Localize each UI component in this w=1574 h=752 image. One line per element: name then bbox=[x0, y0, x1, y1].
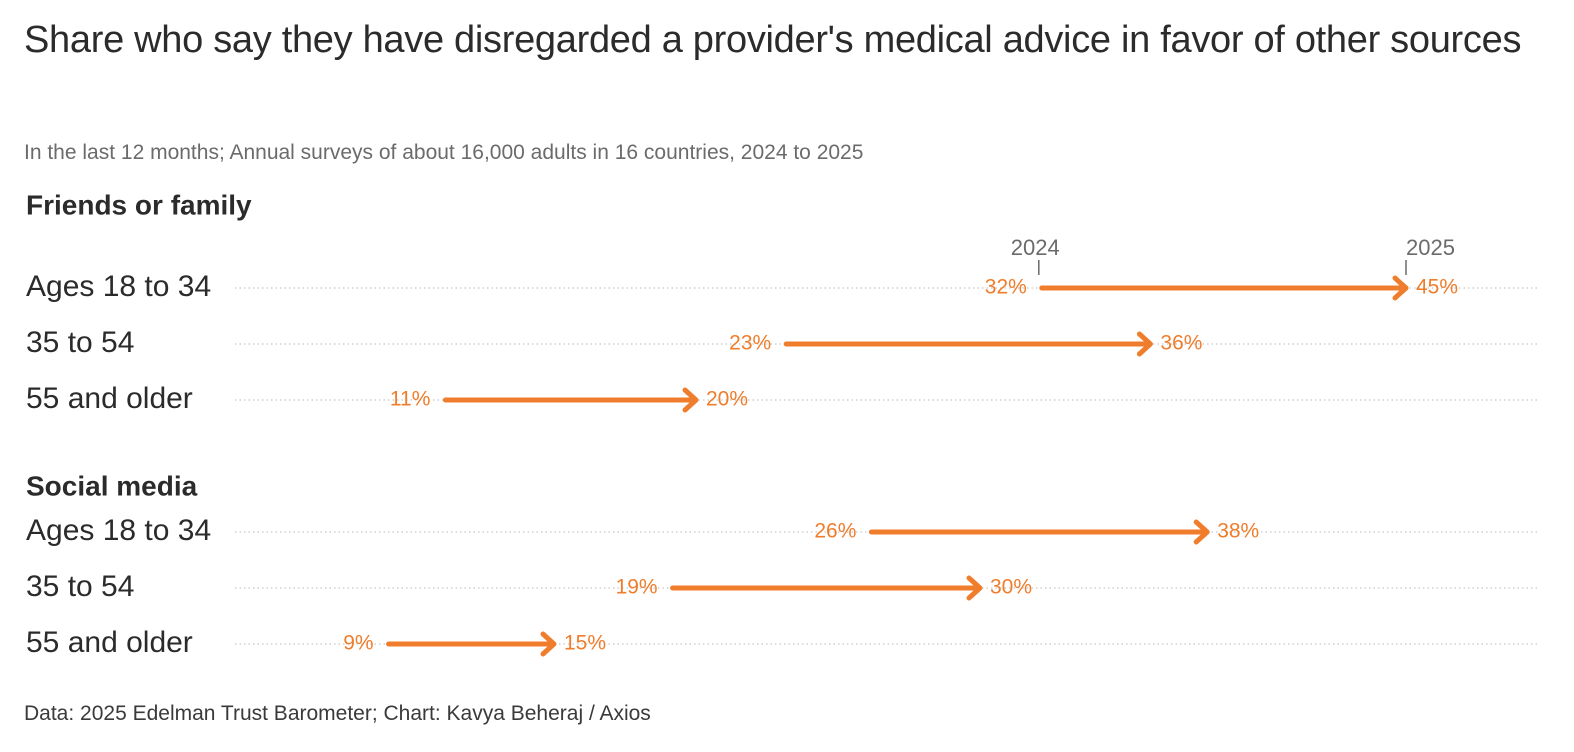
chart-subtitle: In the last 12 months; Annual surveys of… bbox=[24, 141, 864, 164]
change-arrow-head bbox=[1136, 331, 1153, 357]
start-value-label: 26% bbox=[814, 520, 856, 543]
start-value-label: 19% bbox=[616, 576, 658, 599]
row-label: 35 to 54 bbox=[26, 326, 134, 359]
start-year-label: 2024 bbox=[1011, 235, 1060, 260]
row-label: 55 and older bbox=[26, 626, 193, 659]
change-arrow-head bbox=[540, 631, 557, 657]
change-arrow-head bbox=[1392, 275, 1409, 301]
row-label: 55 and older bbox=[26, 382, 193, 415]
end-value-label: 30% bbox=[990, 576, 1032, 599]
row-label: Ages 18 to 34 bbox=[26, 514, 211, 547]
panel-title: Friends or family bbox=[26, 189, 252, 220]
change-arrow-head bbox=[1193, 519, 1210, 545]
change-arrow-head bbox=[682, 387, 699, 413]
end-value-label: 45% bbox=[1416, 276, 1458, 299]
start-value-label: 11% bbox=[390, 388, 430, 411]
end-value-label: 15% bbox=[564, 632, 606, 655]
source-credit: Data: 2025 Edelman Trust Barometer; Char… bbox=[24, 702, 651, 725]
row-label: 35 to 54 bbox=[26, 570, 134, 603]
panel-title: Social media bbox=[26, 470, 198, 501]
end-value-label: 36% bbox=[1160, 332, 1202, 355]
chart-title: Share who say they have disregarded a pr… bbox=[24, 19, 1522, 61]
end-value-label: 20% bbox=[706, 388, 748, 411]
start-value-label: 23% bbox=[729, 332, 771, 355]
start-value-label: 32% bbox=[985, 276, 1027, 299]
end-year-label: 2025 bbox=[1406, 235, 1455, 260]
change-arrow-head bbox=[966, 575, 983, 601]
end-value-label: 38% bbox=[1217, 520, 1259, 543]
row-label: Ages 18 to 34 bbox=[26, 270, 211, 303]
start-value-label: 9% bbox=[343, 632, 373, 655]
